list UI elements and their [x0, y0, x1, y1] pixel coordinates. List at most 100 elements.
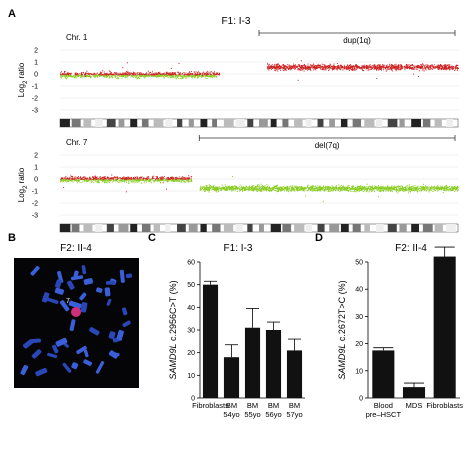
probe-point [62, 72, 64, 74]
probe-point [157, 75, 159, 77]
probe-point [85, 178, 87, 180]
probe-point [232, 186, 234, 188]
probe-point [112, 74, 114, 76]
probe-point [437, 65, 439, 67]
probe-point [204, 189, 206, 191]
probe-point [173, 181, 175, 183]
probe-point [132, 178, 134, 180]
probe-point [400, 65, 402, 67]
probe-point [86, 75, 88, 77]
probe-point [389, 67, 391, 69]
probe-point [190, 178, 192, 180]
probe-point [366, 66, 368, 68]
probe-point [278, 64, 280, 66]
probe-point [436, 188, 438, 190]
probe-point [367, 190, 369, 192]
probe-point [148, 177, 150, 179]
probe-point [183, 74, 185, 76]
probe-point [255, 186, 257, 188]
probe-point [404, 190, 406, 192]
probe-point [171, 178, 173, 180]
probe-point [130, 177, 132, 179]
probe-point [193, 75, 195, 77]
probe-point [287, 191, 289, 193]
probe-point [283, 65, 285, 67]
probe-point [161, 179, 163, 181]
probe-point [399, 187, 401, 189]
probe-point [77, 73, 79, 75]
probe-point [420, 189, 422, 191]
probe-point [444, 187, 446, 189]
probe-point [166, 72, 168, 74]
probe-point [178, 77, 180, 79]
probe-point [94, 179, 96, 181]
probe-point [94, 178, 96, 180]
probe-point [429, 188, 431, 190]
probe-point [440, 65, 442, 67]
probe-point [232, 190, 234, 192]
probe-point [97, 182, 99, 184]
probe-point [351, 65, 353, 67]
probe-point [452, 189, 454, 191]
probe-point [366, 66, 368, 68]
probe-point [348, 65, 350, 67]
probe-point [395, 189, 397, 191]
probe-point [140, 72, 142, 74]
probe-point [151, 73, 153, 75]
probe-point [428, 191, 430, 193]
probe-point [206, 186, 208, 188]
probe-point [159, 178, 161, 180]
probe-point [436, 187, 438, 189]
probe-point [320, 65, 322, 67]
probe-point [284, 67, 286, 69]
probe-point [410, 190, 412, 192]
probe-point [128, 179, 130, 181]
probe-point [183, 180, 185, 182]
probe-point [429, 186, 431, 188]
probe-point [271, 69, 273, 71]
probe-point [332, 67, 334, 69]
probe-point [277, 65, 279, 67]
probe-point [333, 65, 335, 67]
probe-point [89, 73, 91, 75]
probe-point [362, 186, 364, 188]
probe-point [322, 65, 324, 67]
probe-point [341, 65, 343, 67]
probe-point [359, 67, 361, 69]
probe-point [451, 65, 453, 67]
probe-point [117, 77, 119, 79]
probe-point [105, 177, 107, 179]
probe-point [117, 181, 119, 183]
probe-point [232, 189, 234, 191]
probe-point [269, 66, 271, 68]
probe-point [92, 74, 94, 76]
probe-point [196, 76, 198, 78]
probe-point [185, 74, 187, 76]
probe-point [104, 75, 106, 77]
probe-point [87, 179, 89, 181]
probe-point [416, 189, 418, 191]
probe-point [413, 73, 415, 75]
probe-point [282, 186, 284, 188]
probe-point [301, 68, 303, 70]
probe-point [177, 76, 179, 78]
probe-point [157, 76, 159, 78]
probe-point [318, 65, 320, 67]
probe-point [162, 179, 164, 181]
probe-point [185, 180, 187, 182]
probe-point [287, 66, 289, 68]
probe-point [443, 65, 445, 67]
probe-point [209, 187, 211, 189]
probe-point [297, 186, 299, 188]
probe-point [94, 177, 96, 179]
probe-point [315, 187, 317, 189]
probe-point [388, 186, 390, 188]
probe-point [446, 67, 448, 69]
probe-point [83, 180, 85, 182]
probe-point [159, 179, 161, 181]
probe-point [204, 73, 206, 75]
probe-point [149, 180, 151, 182]
probe-point [74, 76, 76, 78]
probe-point [314, 187, 316, 189]
probe-point [107, 177, 109, 179]
